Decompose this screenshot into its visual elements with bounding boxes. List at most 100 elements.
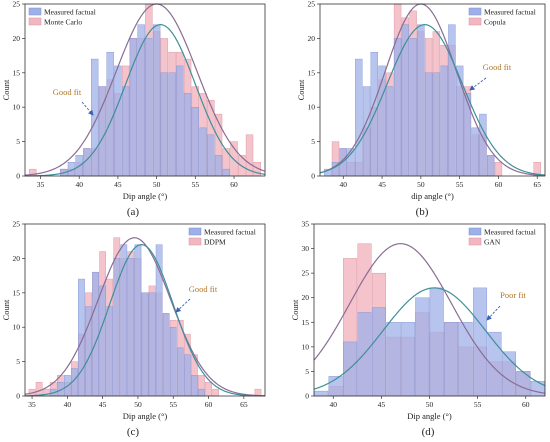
panel-label: (a) xyxy=(127,206,140,218)
measured-bar xyxy=(106,51,114,177)
measured-bar xyxy=(106,306,114,397)
y-tick-label: 25 xyxy=(13,220,21,229)
legend-entry: Measured factual xyxy=(204,228,256,237)
x-tick-label: 65 xyxy=(240,400,248,409)
x-tick-label: 40 xyxy=(340,180,348,189)
annotation-text: Good fit xyxy=(53,87,82,97)
x-tick-label: 35 xyxy=(28,400,36,409)
x-tick-label: 45 xyxy=(99,400,107,409)
measured-bar xyxy=(432,72,441,177)
measured-bar xyxy=(199,127,207,177)
measured-bar xyxy=(92,271,99,397)
x-tick-label: 55 xyxy=(474,400,482,409)
x-tick-label: 45 xyxy=(114,180,122,189)
x-tick-label: 40 xyxy=(64,400,72,409)
measured-bar xyxy=(148,292,156,397)
measured-bar xyxy=(429,287,444,397)
plot-frame xyxy=(319,3,546,177)
y-tick-label: 5 xyxy=(311,137,315,146)
measured-bar xyxy=(355,58,363,177)
legend-swatch xyxy=(28,7,42,16)
x-tick-label: 65 xyxy=(533,180,541,189)
legend-entry: Measured factual xyxy=(484,8,536,17)
y-tick-label: 20 xyxy=(13,254,21,263)
y-tick-label: 5 xyxy=(305,367,309,376)
y-axis-label: Count xyxy=(1,79,11,100)
annotation-arrow xyxy=(81,101,94,116)
y-tick-label: 20 xyxy=(308,34,316,43)
measured-fit-curve xyxy=(313,287,546,390)
measured-bar xyxy=(479,113,487,177)
measured-bar xyxy=(444,322,459,397)
measured-bar xyxy=(458,322,473,397)
annotation-text: Good fit xyxy=(483,62,512,72)
measured-bar xyxy=(141,292,149,397)
y-tick-label: 15 xyxy=(13,288,21,297)
x-tick-label: 60 xyxy=(205,400,213,409)
measured-bar xyxy=(371,307,386,397)
measured-bar xyxy=(169,327,177,397)
y-axis-label: Count xyxy=(296,79,306,100)
measured-bar xyxy=(400,322,415,397)
annotation-text: Good fit xyxy=(189,284,218,294)
y-tick-label: 20 xyxy=(302,293,310,302)
measured-bar xyxy=(121,86,130,177)
measured-bar xyxy=(127,258,135,397)
measured-bar xyxy=(463,93,472,177)
legend-entry: GAN xyxy=(484,238,501,247)
x-tick-label: 50 xyxy=(426,400,434,409)
measured-bar xyxy=(114,65,122,177)
y-tick-label: 10 xyxy=(308,103,316,112)
y-tick-label: 5 xyxy=(16,357,20,366)
y-tick-label: 15 xyxy=(13,68,21,77)
x-axis-label: Dip angle (°) xyxy=(407,411,452,421)
measured-bar xyxy=(160,72,169,177)
synthetic-fit-curve xyxy=(24,3,266,176)
measured-bar xyxy=(473,287,488,397)
x-tick-label: 50 xyxy=(417,180,425,189)
panel-label: (d) xyxy=(422,426,435,438)
synthetic-bar xyxy=(205,382,212,397)
plot-frame xyxy=(24,3,266,177)
measured-bar xyxy=(145,38,153,177)
synthetic-fit-curve xyxy=(24,237,266,397)
x-tick-label: 60 xyxy=(230,180,238,189)
x-axis-label: Dip angle (°) xyxy=(123,191,168,201)
measured-bar xyxy=(176,347,184,397)
measured-bar xyxy=(378,65,386,177)
synthetic-bar xyxy=(494,162,503,177)
measured-bar xyxy=(343,341,358,397)
annotation-arrow xyxy=(486,305,501,321)
measured-bar xyxy=(99,285,106,397)
y-axis-label: Count xyxy=(1,299,11,320)
x-tick-label: 55 xyxy=(169,400,177,409)
x-tick-label: 45 xyxy=(378,180,386,189)
synthetic-bar xyxy=(230,141,238,177)
synthetic-fit-curve xyxy=(319,3,546,177)
y-axis-label: Count xyxy=(290,299,300,320)
y-tick-label: 20 xyxy=(13,34,21,43)
measured-bar xyxy=(448,24,456,177)
x-tick-label: 40 xyxy=(75,180,83,189)
measured-bar xyxy=(415,297,430,397)
chart-panel-a: 35 40 45 50 55 60 0 5 10 15 20 25 Dip angle (°) Count… xyxy=(1,0,266,218)
y-tick-label: 10 xyxy=(13,103,21,112)
measured-bar xyxy=(162,313,170,397)
x-tick-label: 60 xyxy=(495,180,503,189)
x-tick-label: 60 xyxy=(522,400,530,409)
legend-swatch xyxy=(188,237,202,246)
measured-bar xyxy=(386,322,401,397)
x-tick-label: 35 xyxy=(37,180,45,189)
annotation-text: Poor fit xyxy=(500,290,526,300)
legend-swatch xyxy=(468,7,482,16)
synthetic-bar xyxy=(35,382,43,397)
legend-swatch xyxy=(468,17,482,26)
legend-swatch xyxy=(468,237,482,246)
measured-bar xyxy=(168,72,176,177)
panel-label: (b) xyxy=(416,206,429,218)
annotation-arrow xyxy=(175,298,191,313)
chart-panel-c: 35 40 45 50 55 60 65 0 5 10 15 20 25 Dip angle (°) Cou… xyxy=(1,220,266,438)
measured-bar xyxy=(424,72,433,177)
measured-bar xyxy=(207,134,215,177)
y-tick-label: 15 xyxy=(308,68,316,77)
